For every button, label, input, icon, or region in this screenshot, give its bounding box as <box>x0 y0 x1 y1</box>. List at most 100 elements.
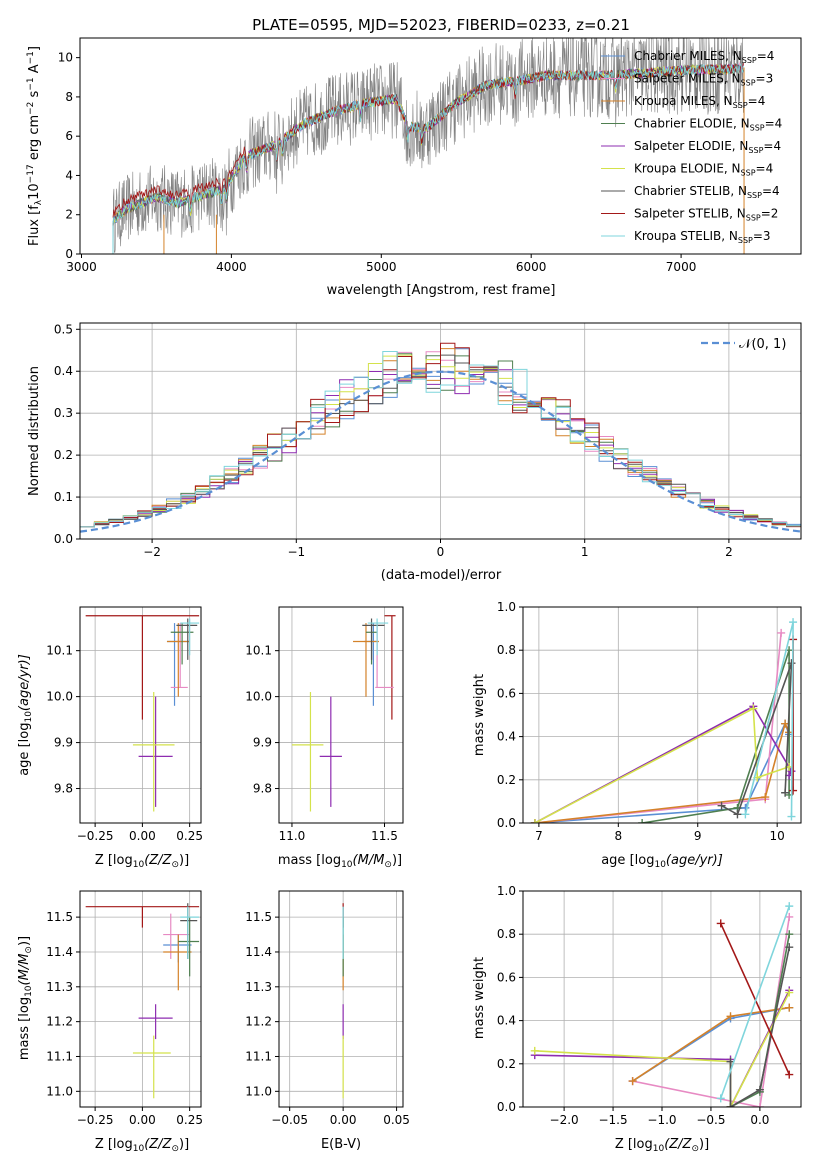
legend-series-name: Salpeter ELODIE, N <box>634 139 748 153</box>
spectrum-title: PLATE=0595, MJD=52023, FIBERID=0233, z=0… <box>252 16 630 34</box>
y-tick-label: 11.0 <box>245 1084 272 1098</box>
plus-marker <box>785 988 794 997</box>
plus-marker <box>785 1003 794 1012</box>
residuals-ylabel: Normed distribution <box>27 366 42 496</box>
mass-vs-metallicity-panel: Z [log10(Z/Z⊙)] mass [log10(M/M⊙)] −0.25… <box>17 890 203 1154</box>
plus-marker <box>716 1094 725 1103</box>
histogram-step-line <box>80 342 801 528</box>
data-point <box>132 1035 171 1099</box>
data-point <box>180 903 198 959</box>
plot-area <box>291 615 396 812</box>
legend-count: =4 <box>756 162 774 176</box>
data-point <box>138 1004 173 1040</box>
y-tick-label: 0 <box>65 247 73 261</box>
x-tick-label: 6000 <box>516 260 547 274</box>
weight-series-line <box>534 705 793 823</box>
plus-marker <box>787 659 796 668</box>
data-point <box>180 906 200 959</box>
x-tick-label: 11.0 <box>279 829 306 843</box>
x-tick-label: 1 <box>581 545 589 559</box>
axes-frame <box>522 606 802 824</box>
y-tick-label: 11.5 <box>46 910 73 924</box>
wAge-ylabel: mass weight <box>472 674 487 756</box>
x-tick-label: 7000 <box>666 260 697 274</box>
plus-marker <box>785 902 794 911</box>
weight-vs-age-panel: age [log10(age/yr)] mass weight 7 8 9 10 0.0… <box>472 600 802 870</box>
plus-marker <box>733 810 742 819</box>
x-tick-label: 0.25 <box>176 829 203 843</box>
data-point <box>384 615 396 720</box>
y-tick-label: 0.1 <box>54 490 73 504</box>
plus-marker <box>761 793 770 802</box>
legend-sub: SSP <box>741 169 756 178</box>
plot-area <box>85 903 200 1099</box>
data-point <box>176 618 198 660</box>
y-tick-label: 10.1 <box>46 644 73 658</box>
data-point <box>362 618 385 660</box>
y-tick-label: 10.0 <box>245 690 272 704</box>
plus-marker <box>741 810 750 819</box>
y-tick-label: 0.6 <box>497 686 516 700</box>
ageZ-xlabel: Z [log10(Z/Z⊙)] <box>95 853 189 870</box>
weight-vs-metallicity-panel: Z [log10(Z/Z⊙)] mass weight −2.0 −1.5 −1.0… <box>472 884 802 1154</box>
plus-marker <box>755 1085 764 1094</box>
x-tick-label: 0.25 <box>176 1113 203 1127</box>
x-tick-label: −0.5 <box>696 1113 725 1127</box>
legend-count: =4 <box>757 49 775 63</box>
legend-series-name: Salpeter STELIB, N <box>634 207 746 221</box>
plus-marker <box>785 930 794 939</box>
y-tick-label: 9.9 <box>54 736 73 750</box>
data-point <box>85 906 200 928</box>
legend-series-name: Salpeter MILES, N <box>634 72 741 86</box>
x-tick-label: −1.0 <box>647 1113 676 1127</box>
x-tick-label: 3000 <box>66 260 97 274</box>
data-point <box>291 692 324 812</box>
plus-marker <box>726 1103 735 1107</box>
plus-marker <box>777 628 786 637</box>
plot-area <box>85 615 200 812</box>
ageZ-ylabel: age [log10(age/yr)] <box>17 654 34 776</box>
legend-sub: SSP <box>746 214 761 223</box>
y-tick-label: 6 <box>65 129 73 143</box>
x-tick-label: 0.05 <box>383 1113 410 1127</box>
y-tick-label: 9.8 <box>253 782 272 796</box>
x-tick-label: −2.0 <box>550 1113 579 1127</box>
legend-label: 𝒩(0, 1) <box>739 337 786 352</box>
y-tick-label: 10.1 <box>245 644 272 658</box>
y-tick-label: 0.0 <box>497 1100 516 1114</box>
data-point <box>85 615 200 720</box>
axes-frame <box>79 37 802 255</box>
x-tick-label: 2 <box>725 545 733 559</box>
plus-marker <box>530 819 539 823</box>
data-point <box>138 696 173 807</box>
plus-marker <box>789 618 798 627</box>
y-tick-label: 0.4 <box>54 364 73 378</box>
y-tick-label: 10.0 <box>46 690 73 704</box>
plus-marker <box>726 1012 735 1021</box>
legend-series-name: Chabrier ELODIE, N <box>634 117 750 131</box>
x-tick-label: 7 <box>535 829 543 843</box>
plot-area <box>80 342 801 533</box>
age-vs-mass-panel: mass [log10(M/M⊙)] 11.0 11.5 9.8 9.9 10.0 10.… <box>245 606 404 870</box>
residuals-legend: 𝒩(0, 1) <box>701 337 786 352</box>
legend-sub: SSP <box>750 124 765 133</box>
data-point <box>367 618 389 656</box>
y-tick-label: 1.0 <box>497 884 516 898</box>
plus-marker <box>781 788 790 797</box>
axes-frame <box>79 890 202 1108</box>
y-tick-label: 1.0 <box>497 600 516 614</box>
y-tick-label: 9.8 <box>54 782 73 796</box>
legend-sub: SSP <box>738 236 753 245</box>
y-tick-label: 11.4 <box>245 945 272 959</box>
legend-count: =4 <box>765 117 783 131</box>
data-point <box>166 623 190 697</box>
plus-marker <box>785 912 794 921</box>
y-tick-label: 10 <box>58 51 73 65</box>
x-tick-label: 4000 <box>216 260 247 274</box>
y-tick-label: 0.8 <box>497 927 516 941</box>
legend-count: =4 <box>763 139 781 153</box>
data-point <box>170 623 188 689</box>
data-point <box>353 623 379 697</box>
data-point <box>132 692 175 812</box>
